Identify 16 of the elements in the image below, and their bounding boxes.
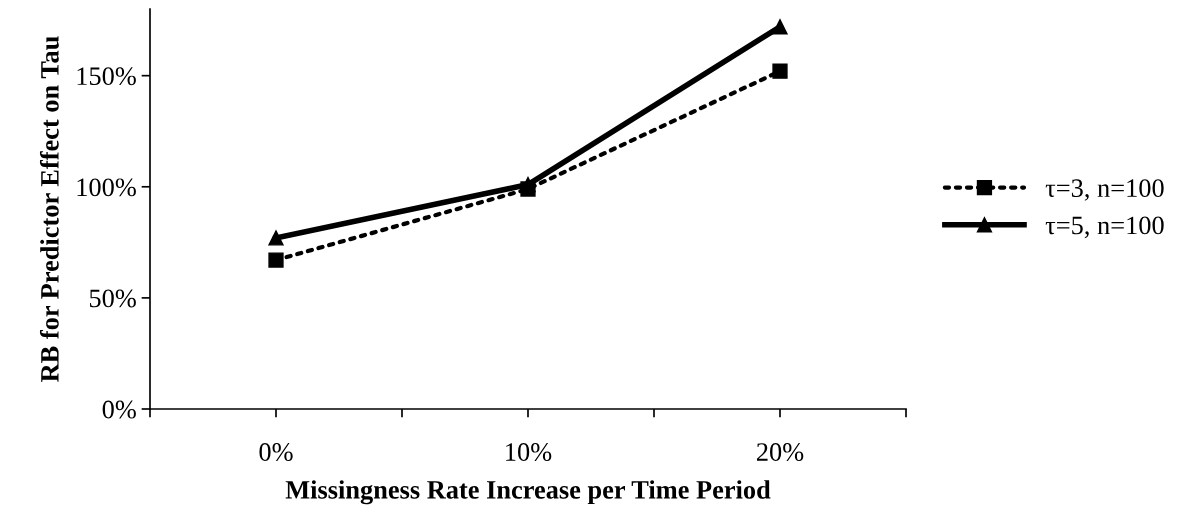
x-tick-label: 10% bbox=[506, 443, 552, 461]
legend-label: τ=5, n=100 bbox=[1045, 216, 1164, 239]
y-tick-label: 50% bbox=[89, 289, 136, 308]
y-tick-label: 100% bbox=[77, 178, 136, 197]
y-tick-label: 150% bbox=[77, 67, 136, 86]
point bbox=[772, 19, 788, 35]
x-tick-label: 0% bbox=[259, 443, 293, 461]
y-tick-label: 0% bbox=[102, 400, 136, 419]
legend-label: τ=3, n=100 bbox=[1045, 179, 1164, 201]
x-axis-title: Missingness Rate Increase per Time Period bbox=[285, 480, 771, 505]
point bbox=[772, 63, 788, 79]
point bbox=[268, 252, 284, 268]
point bbox=[520, 181, 536, 197]
point bbox=[268, 230, 284, 246]
y-axis-title: RB for Predictor Effect on Tau bbox=[39, 36, 59, 382]
x-tick-label: 20% bbox=[756, 443, 804, 461]
